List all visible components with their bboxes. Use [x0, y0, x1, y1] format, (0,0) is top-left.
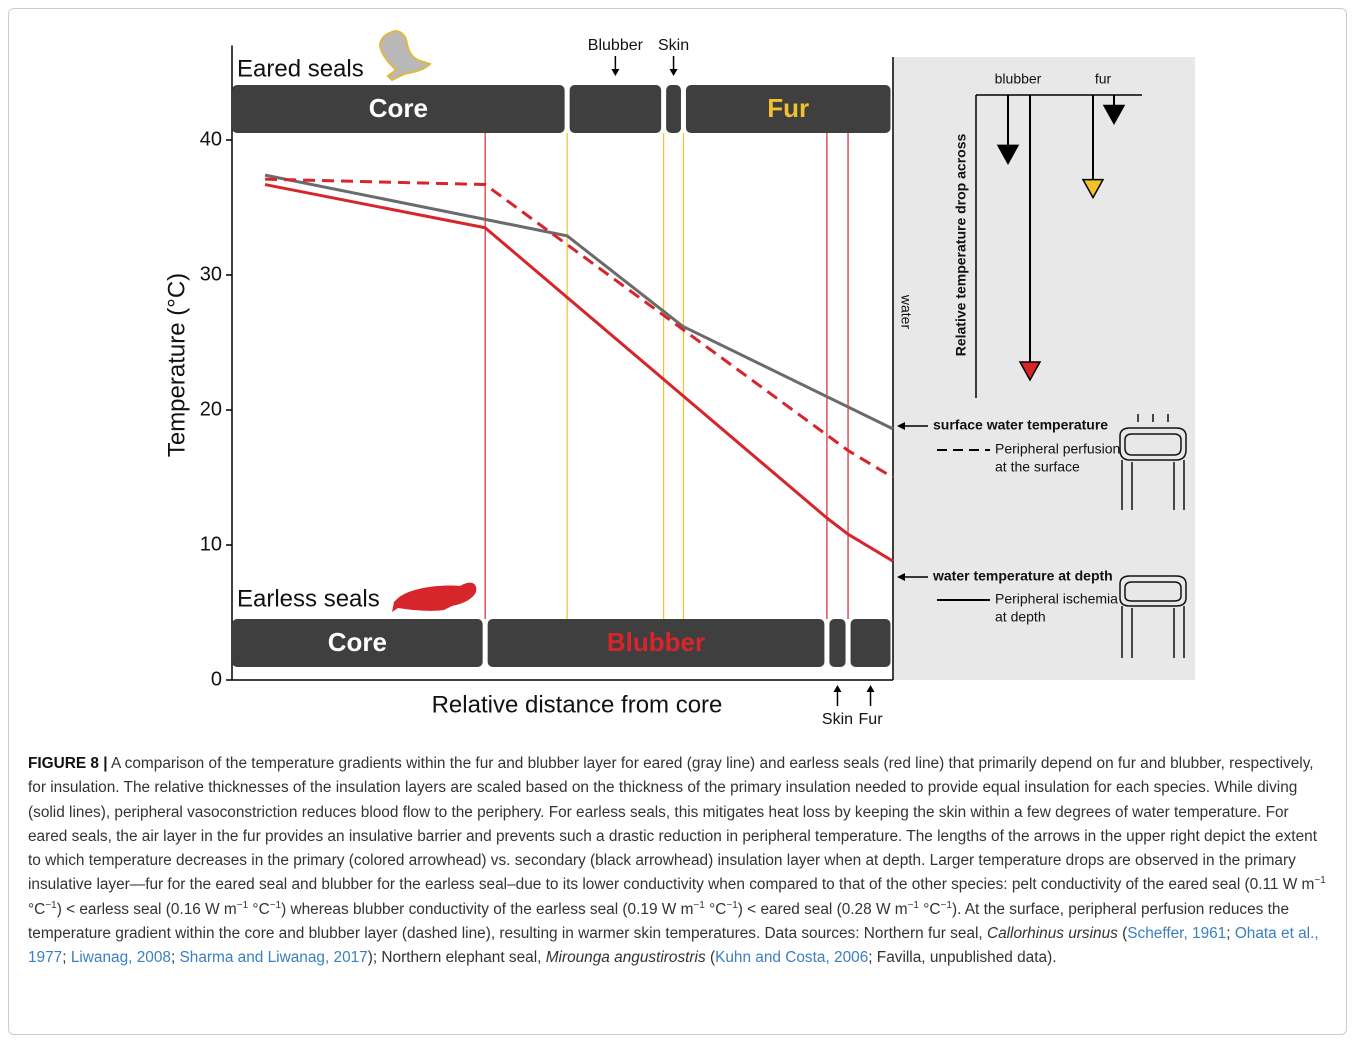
- page: Temperature (°C) Relative distance from …: [0, 0, 1357, 1045]
- layer-pointer-label: Skin: [658, 37, 689, 54]
- drop-group-label: fur: [1095, 71, 1112, 87]
- annotation-label: surface water temperature: [933, 417, 1108, 433]
- earless-seals-label: Earless seals: [237, 585, 380, 612]
- eared-seal-icon: [380, 31, 430, 80]
- caption-run: ) < eared seal (0.28 W m: [738, 901, 908, 918]
- caption-run: −1: [693, 900, 704, 911]
- layer-pointer-label: Skin: [822, 711, 853, 728]
- caption-run: °C: [248, 901, 270, 918]
- earless-seal-icon: [392, 583, 476, 612]
- legend-label: at depth: [995, 609, 1046, 625]
- caption-run: FIGURE 8 |: [28, 755, 108, 772]
- caption-run: −1: [270, 900, 281, 911]
- caption-run: °C: [919, 901, 941, 918]
- layer-label: Core: [369, 93, 428, 123]
- caption-run: Kuhn and Costa, 2006: [715, 949, 868, 966]
- caption-run: ) whereas blubber conductivity of the ea…: [281, 901, 693, 918]
- caption-run: A comparison of the temperature gradient…: [28, 755, 1317, 893]
- caption-run: ) < earless seal (0.16 W m: [57, 901, 237, 918]
- layer-pointer-head: [833, 685, 841, 692]
- caption-run: ); Northern elephant seal,: [368, 949, 546, 966]
- caption-run: Scheffer, 1961: [1127, 925, 1226, 942]
- layer-segment: [570, 85, 662, 133]
- series-line: [265, 175, 893, 429]
- layer-label: Core: [328, 627, 387, 657]
- caption-run: °C: [28, 901, 45, 918]
- series-line: [265, 185, 893, 562]
- caption-run: −1: [726, 900, 737, 911]
- caption-run: ;: [171, 949, 180, 966]
- layer-pointer-label: Blubber: [588, 37, 644, 54]
- layer-pointer-head: [611, 69, 619, 76]
- eared-seals-label: Eared seals: [237, 55, 364, 82]
- legend-label: Peripheral ischemia: [995, 591, 1118, 607]
- caption: FIGURE 8 | A comparison of the temperatu…: [28, 752, 1330, 971]
- y-tick-label: 0: [211, 668, 222, 690]
- legend-label: at the surface: [995, 459, 1080, 475]
- caption-run: −1: [941, 900, 952, 911]
- y-tick-label: 40: [200, 128, 222, 150]
- layer-pointer-head: [867, 685, 875, 692]
- caption-run: −1: [237, 900, 248, 911]
- caption-run: Sharma and Liwanag, 2017: [180, 949, 368, 966]
- caption-run: ; Favilla, unpublished data).: [868, 949, 1056, 966]
- caption-run: (: [1118, 925, 1127, 942]
- drop-group-label: blubber: [995, 71, 1042, 87]
- caption-run: ;: [1226, 925, 1235, 942]
- layer-pointer-head: [670, 69, 678, 76]
- y-axis-label: Temperature (°C): [163, 273, 190, 457]
- y-tick-label: 10: [200, 533, 222, 555]
- layer-pointer-label: Fur: [859, 711, 884, 728]
- x-axis-label: Relative distance from core: [432, 691, 723, 718]
- caption-run: −1: [908, 900, 919, 911]
- layer-segment: [666, 85, 681, 133]
- caption-run: ;: [62, 949, 71, 966]
- caption-run: Mirounga angustirostris: [546, 949, 706, 966]
- caption-run: °C: [705, 901, 727, 918]
- layer-segment: [851, 619, 891, 667]
- legend-label: Peripheral perfusion: [995, 441, 1120, 457]
- caption-run: −1: [45, 900, 56, 911]
- annotation-label: water temperature at depth: [932, 568, 1113, 584]
- water-panel: [893, 57, 1195, 680]
- series-line: [265, 179, 893, 477]
- layer-segment: [829, 619, 845, 667]
- caption-run: Liwanag, 2008: [71, 949, 171, 966]
- water-label: water: [898, 294, 914, 330]
- chart: Temperature (°C) Relative distance from …: [0, 0, 1357, 745]
- caption-run: Callorhinus ursinus: [987, 925, 1118, 942]
- layer-label: Blubber: [607, 627, 705, 657]
- layer-label: Fur: [767, 93, 809, 123]
- y-tick-label: 20: [200, 398, 222, 420]
- caption-run: −1: [1314, 875, 1325, 886]
- caption-run: (: [706, 949, 715, 966]
- y-tick-label: 30: [200, 263, 222, 285]
- drop-title: Relative temperature drop across: [953, 134, 969, 357]
